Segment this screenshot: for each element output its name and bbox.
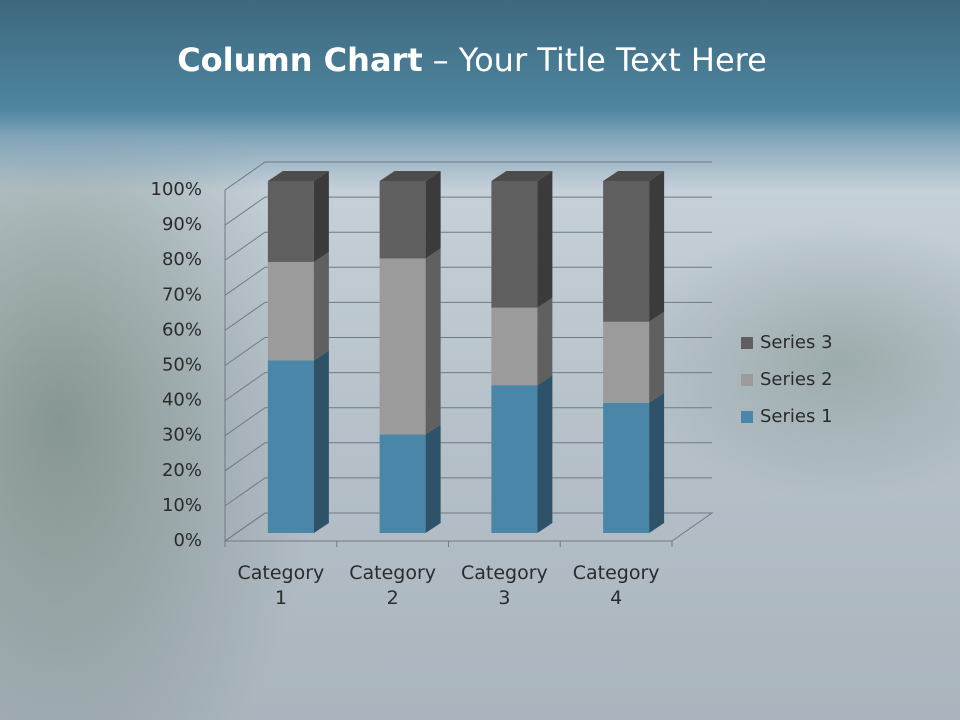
bar-side bbox=[313, 251, 329, 361]
bar-top bbox=[379, 171, 441, 181]
grid-line bbox=[224, 231, 712, 261]
y-tick-label: 40% bbox=[162, 390, 202, 411]
legend-label: Series 3 bbox=[760, 332, 833, 353]
bar-top bbox=[267, 171, 329, 181]
bar-side bbox=[313, 171, 329, 262]
grid-line bbox=[224, 196, 712, 226]
y-tick-label: 50% bbox=[162, 355, 202, 376]
legend-swatch bbox=[741, 337, 753, 349]
bar-side bbox=[537, 375, 553, 533]
x-tick-label: Category 1 bbox=[237, 562, 325, 609]
bar-side bbox=[537, 171, 553, 308]
bar bbox=[379, 181, 426, 259]
legend-swatch bbox=[741, 374, 753, 386]
y-tick-label: 30% bbox=[162, 425, 202, 446]
y-tick-label: 70% bbox=[162, 284, 202, 305]
bar bbox=[267, 261, 314, 361]
bar bbox=[491, 307, 538, 386]
grid-line bbox=[224, 442, 712, 472]
bar bbox=[267, 360, 314, 533]
bar bbox=[491, 181, 538, 308]
y-tick-label: 100% bbox=[151, 179, 202, 200]
title-rest: – Your Title Text Here bbox=[433, 41, 767, 79]
bar bbox=[379, 258, 426, 435]
bar-side bbox=[425, 248, 441, 435]
y-tick-label: 0% bbox=[173, 530, 202, 551]
bar-top bbox=[491, 171, 553, 181]
bar-side bbox=[649, 311, 665, 403]
bar-side bbox=[649, 171, 665, 322]
bar bbox=[491, 385, 538, 533]
grid-line bbox=[224, 407, 712, 437]
y-tick-label: 60% bbox=[162, 319, 202, 340]
grid-line bbox=[224, 512, 712, 542]
y-tick-label: 80% bbox=[162, 249, 202, 270]
legend-swatch bbox=[741, 411, 753, 423]
grid-line bbox=[224, 301, 712, 331]
grid-line bbox=[224, 161, 712, 191]
grid-line bbox=[224, 266, 712, 296]
y-tick-label: 10% bbox=[162, 495, 202, 516]
bar bbox=[603, 321, 650, 403]
title-bold: Column Chart bbox=[177, 41, 422, 79]
bar-side bbox=[313, 350, 329, 533]
x-tick-label: Category 3 bbox=[460, 562, 548, 609]
x-tick-label: Category 4 bbox=[572, 562, 660, 609]
bar-side bbox=[649, 392, 665, 533]
bar bbox=[267, 181, 314, 262]
y-tick-label: 20% bbox=[162, 460, 202, 481]
grid-line bbox=[224, 372, 712, 402]
y-tick-label: 90% bbox=[162, 214, 202, 235]
grid-line bbox=[224, 337, 712, 366]
bar bbox=[603, 402, 650, 533]
bar bbox=[379, 434, 426, 533]
legend-label: Series 2 bbox=[760, 369, 833, 390]
bar-side bbox=[425, 171, 441, 259]
bar bbox=[603, 181, 650, 322]
bar-side bbox=[537, 297, 553, 386]
bar-top bbox=[603, 171, 665, 181]
chart-title: Column Chart – Your Title Text Here bbox=[177, 41, 767, 79]
x-tick-label: Category 2 bbox=[349, 562, 437, 609]
grid-line bbox=[224, 477, 712, 507]
legend-label: Series 1 bbox=[760, 406, 833, 427]
bar-side bbox=[425, 424, 441, 533]
